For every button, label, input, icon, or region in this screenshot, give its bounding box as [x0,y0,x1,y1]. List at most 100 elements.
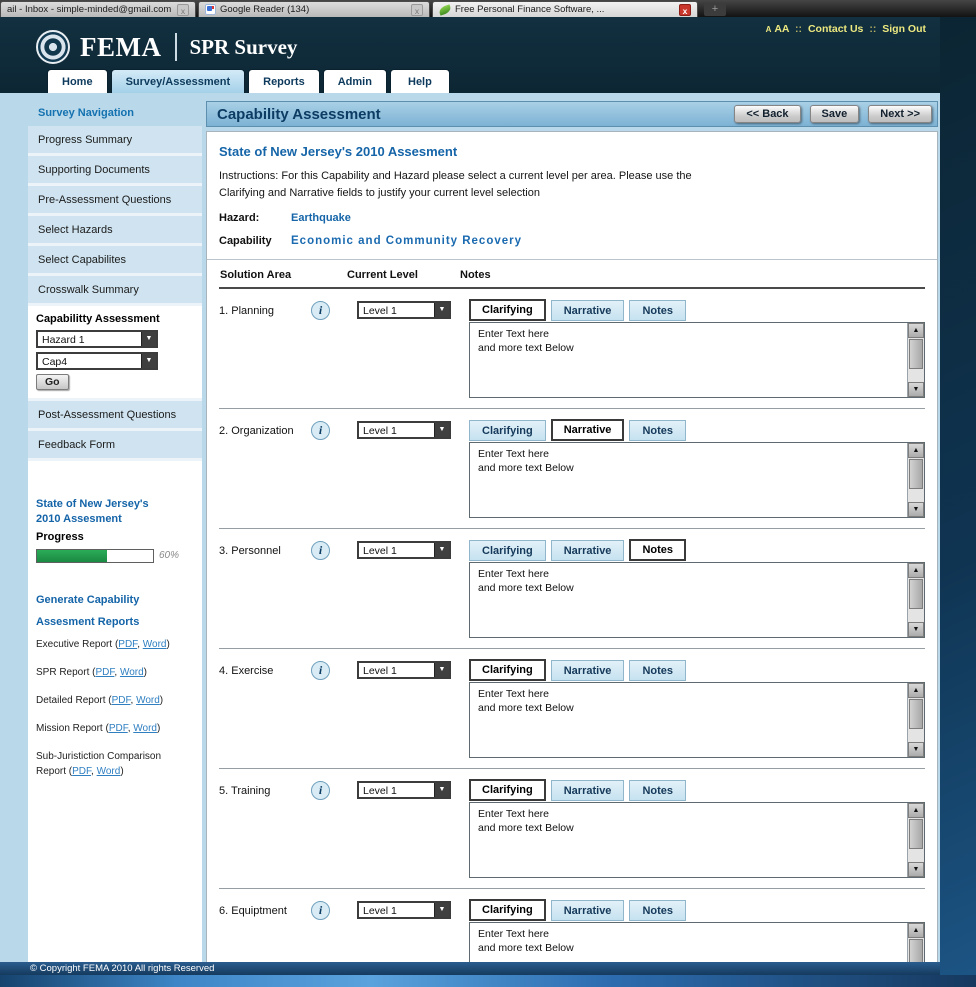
sidebar-item-feedback-form[interactable]: Feedback Form [28,431,202,461]
note-tab-narrative[interactable]: Narrative [550,660,625,681]
scroll-up-icon[interactable]: ▲ [908,563,924,578]
scroll-thumb[interactable] [909,459,923,489]
report-link-pdf[interactable]: PDF [111,694,131,706]
note-tab-notes[interactable]: Notes [629,900,686,921]
sidebar-item-supporting-documents[interactable]: Supporting Documents [28,156,202,186]
current-level-select[interactable]: Level 1 ▼ [357,301,451,319]
scroll-up-icon[interactable]: ▲ [908,683,924,698]
current-level-select[interactable]: Level 1 ▼ [357,421,451,439]
scroll-down-icon[interactable]: ▼ [908,622,924,637]
new-tab-button[interactable]: + [704,3,726,16]
report-link-word[interactable]: Word [142,638,167,650]
notes-textarea[interactable]: Enter Text here and more text Below ▲ ▼ [469,922,925,962]
chevron-down-icon[interactable]: ▼ [434,303,449,317]
scrollbar[interactable]: ▲ ▼ [907,923,924,962]
scroll-thumb[interactable] [909,699,923,729]
chevron-down-icon[interactable]: ▼ [434,663,449,677]
go-button[interactable]: Go [36,374,69,390]
scrollbar[interactable]: ▲ ▼ [907,563,924,637]
note-tab-clarifying[interactable]: Clarifying [469,299,546,321]
sidebar-item-progress-summary[interactable]: Progress Summary [28,126,202,156]
scroll-track[interactable] [908,850,924,862]
scroll-down-icon[interactable]: ▼ [908,742,924,757]
current-level-select[interactable]: Level 1 ▼ [357,541,451,559]
info-icon[interactable]: i [311,901,330,920]
scroll-track[interactable] [908,730,924,742]
close-icon[interactable]: x [177,3,189,16]
scrollbar[interactable]: ▲ ▼ [907,683,924,757]
sidebar-item-select-hazards[interactable]: Select Hazards [28,216,202,246]
report-link-word[interactable]: Word [119,666,144,678]
info-icon[interactable]: i [311,781,330,800]
note-tab-clarifying[interactable]: Clarifying [469,779,546,801]
chevron-down-icon[interactable]: ▼ [434,903,449,917]
note-tab-clarifying[interactable]: Clarifying [469,540,546,561]
tab-help[interactable]: Help [389,69,450,93]
chevron-down-icon[interactable]: ▼ [434,423,449,437]
font-size-small-button[interactable]: A [765,25,772,34]
info-icon[interactable]: i [311,541,330,560]
note-tab-notes[interactable]: Notes [629,539,686,561]
close-icon[interactable]: x [411,3,423,16]
scrollbar[interactable]: ▲ ▼ [907,803,924,877]
sidebar-item-select-capabilites[interactable]: Select Capabilites [28,246,202,276]
scroll-thumb[interactable] [909,579,923,609]
notes-textarea[interactable]: Enter Text here and more text Below ▲ ▼ [469,682,925,758]
browser-tab-1[interactable]: ail - Inbox - simple-minded@gmail.com x [0,1,196,17]
tab-reports[interactable]: Reports [248,69,320,93]
note-tab-notes[interactable]: Notes [629,420,686,441]
note-tab-clarifying[interactable]: Clarifying [469,899,546,921]
notes-textarea[interactable]: Enter Text here and more text Below ▲ ▼ [469,802,925,878]
scroll-down-icon[interactable]: ▼ [908,502,924,517]
scroll-track[interactable] [908,490,924,502]
note-tab-clarifying[interactable]: Clarifying [469,659,546,681]
tab-survey-assessment[interactable]: Survey/Assessment [110,69,246,93]
notes-textarea[interactable]: Enter Text here and more text Below ▲ ▼ [469,562,925,638]
current-level-select[interactable]: Level 1 ▼ [357,661,451,679]
report-link-pdf[interactable]: PDF [118,638,138,650]
back-button-top[interactable]: << Back [734,105,801,123]
chevron-down-icon[interactable]: ▼ [141,354,156,368]
sidebar-item-post-assessment-questions[interactable]: Post-Assessment Questions [28,401,202,431]
sign-out-link[interactable]: Sign Out [882,23,926,35]
report-link-pdf[interactable]: PDF [108,722,128,734]
save-button-top[interactable]: Save [809,105,860,123]
scroll-thumb[interactable] [909,939,923,962]
scrollbar[interactable]: ▲ ▼ [907,443,924,517]
current-level-select[interactable]: Level 1 ▼ [357,901,451,919]
info-icon[interactable]: i [311,421,330,440]
scroll-track[interactable] [908,610,924,622]
chevron-down-icon[interactable]: ▼ [141,332,156,346]
note-tab-narrative[interactable]: Narrative [550,900,625,921]
note-tab-notes[interactable]: Notes [629,660,686,681]
note-tab-notes[interactable]: Notes [629,300,686,321]
report-link-word[interactable]: Word [133,722,157,734]
report-link-pdf[interactable]: PDF [72,765,92,777]
capability-select[interactable]: Cap4 ▼ [36,352,158,370]
browser-tab-2[interactable]: Google Reader (134) x [198,1,430,17]
scroll-up-icon[interactable]: ▲ [908,803,924,818]
font-size-large-button[interactable]: AA [774,23,790,35]
report-link-word[interactable]: Word [136,694,160,706]
scrollbar[interactable]: ▲ ▼ [907,323,924,397]
tab-admin[interactable]: Admin [322,69,387,93]
chevron-down-icon[interactable]: ▼ [434,543,449,557]
scroll-up-icon[interactable]: ▲ [908,323,924,338]
note-tab-narrative[interactable]: Narrative [550,780,625,801]
info-icon[interactable]: i [311,661,330,680]
next-button-top[interactable]: Next >> [868,105,932,123]
scroll-down-icon[interactable]: ▼ [908,382,924,397]
sidebar-item-pre-assessment-questions[interactable]: Pre-Assessment Questions [28,186,202,216]
note-tab-narrative[interactable]: Narrative [550,540,625,561]
scroll-up-icon[interactable]: ▲ [908,923,924,938]
scroll-down-icon[interactable]: ▼ [908,862,924,877]
note-tab-narrative[interactable]: Narrative [550,419,625,441]
note-tab-notes[interactable]: Notes [629,780,686,801]
scroll-thumb[interactable] [909,339,923,369]
tab-home[interactable]: Home [47,69,108,93]
scroll-up-icon[interactable]: ▲ [908,443,924,458]
notes-textarea[interactable]: Enter Text here and more text Below ▲ ▼ [469,322,925,398]
scroll-thumb[interactable] [909,819,923,849]
note-tab-narrative[interactable]: Narrative [550,300,625,321]
report-link-word[interactable]: Word [96,765,121,777]
